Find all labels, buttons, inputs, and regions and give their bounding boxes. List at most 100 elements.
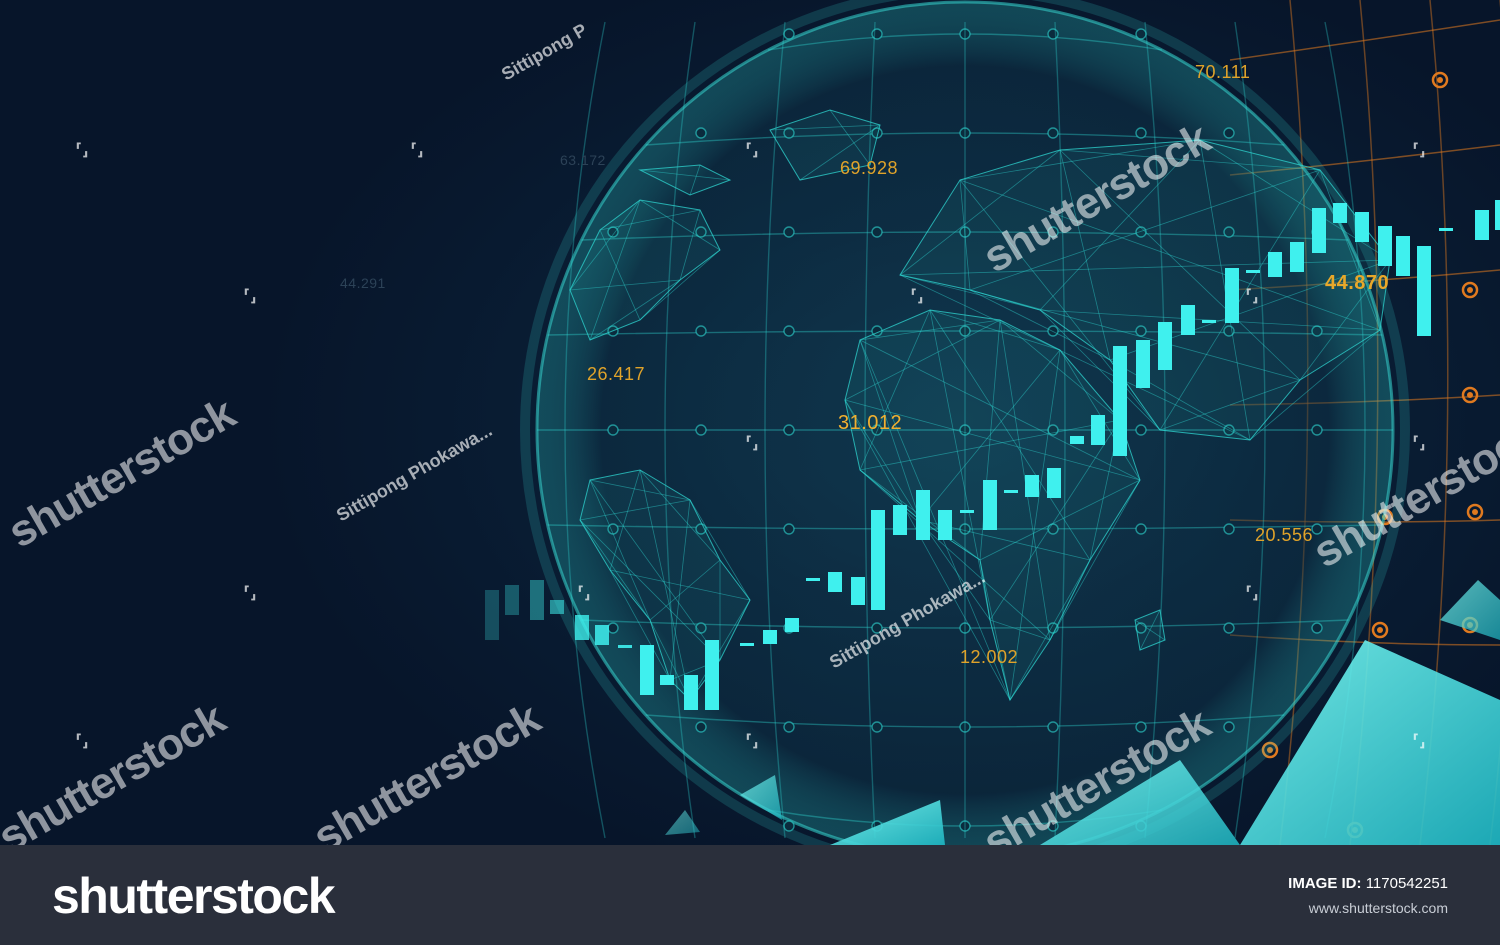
grid-node [607,424,619,436]
watermark-mark-icon: ⸢⸥ [745,733,759,750]
site-url[interactable]: www.shutterstock.com [1308,900,1448,916]
continent-mesh-line [844,399,1011,701]
continent-mesh-line [589,199,641,341]
grid-node [695,325,707,337]
candle [684,675,698,710]
grid-node [871,424,883,436]
candle [530,580,544,620]
continent-mesh-line [1009,349,1061,701]
watermark-mark-icon: ⸢⸥ [1412,435,1426,452]
continent-mesh-line [689,599,751,701]
continent-mesh-line [1109,259,1391,361]
grid-node [695,721,707,733]
continent-mesh-line [1059,149,1321,171]
orange-grid-line [1229,19,1500,61]
grid-node [783,721,795,733]
continent-outline [569,199,721,341]
candle [1225,268,1239,323]
shard [665,810,700,835]
watermark-mark-icon: ⸢⸥ [745,435,759,452]
grid-node [1223,721,1235,733]
grid-node [1135,28,1147,40]
grid-node [695,424,707,436]
orange-node-dot [1377,627,1383,633]
image-id-line: IMAGE ID: 1170542251 [1288,875,1448,892]
continent-mesh-line [859,339,1141,481]
continent-mesh-line [959,179,1381,331]
candle [1312,208,1326,253]
grid-node [607,226,619,238]
continent-mesh-line [1159,169,1321,431]
candle [1025,475,1039,497]
continent-mesh-line [929,309,991,621]
grid-node [959,28,971,40]
shard [1240,640,1500,845]
candle [1202,320,1216,323]
grid-node [695,127,707,139]
candle [1004,490,1018,493]
orange-node [1461,281,1479,299]
candle [485,590,499,640]
floating-number: 44.870 [1325,272,1390,294]
grid-node [1047,820,1059,832]
continent-outline [769,109,881,181]
continent-mesh-line [599,229,641,321]
grid-node [1135,325,1147,337]
continent-mesh-line [589,279,681,341]
continent-mesh-line [899,149,1061,276]
orange-node [1466,503,1484,521]
candle [618,645,632,648]
grid-node [1311,325,1323,337]
continent-mesh-line [969,289,1301,381]
continent-mesh-line [899,274,1041,311]
continent-mesh-line [799,124,881,181]
candle [1136,340,1150,388]
grid-node [783,820,795,832]
candle [575,615,589,640]
floating-number: 70.111 [1195,62,1251,82]
grid-node [959,622,971,634]
grid-node [695,226,707,238]
candle [893,505,907,535]
orange-node-dot [1437,77,1443,83]
continent-mesh-line [609,569,751,601]
continent-mesh-line [929,309,1061,351]
grid-node [1135,226,1147,238]
grid-node [1135,523,1147,535]
candle [938,510,952,540]
grid-node [783,523,795,535]
longitude-line [664,21,696,839]
continent-mesh-line [919,349,1061,521]
continent-mesh-line [919,519,991,621]
grid-node [1047,127,1059,139]
candle [806,578,820,581]
candle [763,630,777,644]
globe-halo [520,0,1410,845]
grid-node [871,622,883,634]
shutterstock-logo[interactable]: shutterstock [52,868,336,924]
grid-node [1223,523,1235,535]
continent-mesh-line [999,319,1121,421]
longitude-line [1054,21,1066,839]
grid-node [959,820,971,832]
candle [983,480,997,530]
continent-mesh-line [929,309,1091,561]
grid-node [959,523,971,535]
grid-node [1047,325,1059,337]
orange-node [1431,71,1449,89]
floating-number: 26.417 [587,364,646,384]
watermark-mark-icon: ⸢⸥ [910,288,924,305]
candle [1181,305,1195,335]
continent-mesh-line [1299,259,1391,381]
grid-node [871,28,883,40]
continent-mesh-line [589,479,691,501]
orange-node [1261,741,1279,759]
continent-mesh-line [569,279,681,291]
continent-mesh-line [639,249,721,321]
continent-mesh-line [589,479,651,621]
candle [1495,200,1500,230]
continent-outline [899,139,1391,441]
grid-node [783,424,795,436]
stock-photo: 70.111 69.928 44.870 26.417 31.012 20.55… [0,0,1500,845]
candle [1355,212,1369,242]
